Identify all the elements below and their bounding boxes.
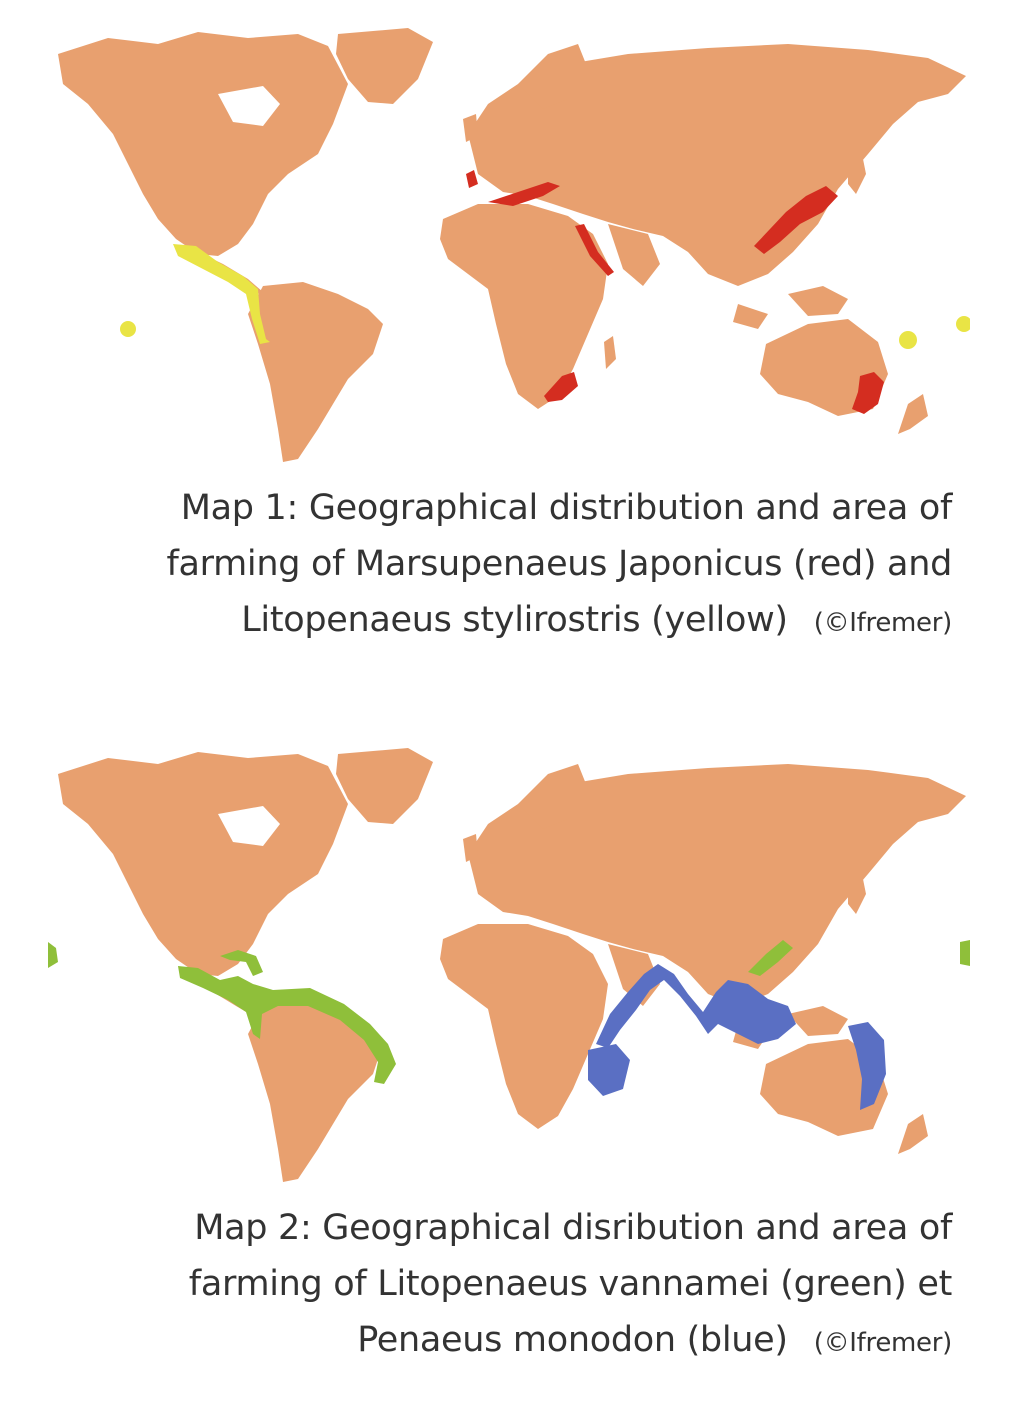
yellow-area-pacific-americas	[173, 244, 270, 344]
yellow-area-hawaii	[120, 321, 136, 337]
yellow-distribution-areas	[120, 244, 970, 349]
red-area-east-asia	[754, 186, 838, 254]
red-area-iberia	[466, 170, 478, 188]
map-2-caption-line-2: farming of Litopenaeus vannamei (green) …	[188, 1264, 953, 1304]
map-2-credit: (©Ifremer)	[813, 1328, 953, 1358]
green-area-americas	[178, 966, 396, 1084]
red-area-red-sea	[575, 224, 614, 276]
map-1-caption: Map 1: Geographical distribution and are…	[72, 480, 952, 651]
map-2-caption-line-3-text: Penaeus monodon (blue)	[357, 1320, 788, 1360]
green-area-pacific-east-edge	[960, 940, 970, 966]
blue-area-mozambique	[588, 1044, 630, 1096]
map-1-caption-line-3-text: Litopenaeus stylirostris (yellow)	[241, 600, 788, 640]
red-area-east-australia	[852, 372, 884, 414]
yellow-area-polynesia	[956, 316, 970, 332]
green-area-gulf-of-mexico	[220, 950, 263, 976]
world-map-1	[48, 24, 970, 464]
green-area-south-china	[748, 940, 793, 976]
world-map-2-svg	[48, 748, 970, 1182]
continents-map-2	[58, 748, 966, 1182]
map-2-caption-line-1: Map 2: Geographical disribution and area…	[194, 1208, 952, 1248]
red-area-mediterranean	[488, 182, 560, 206]
map-1-credit: (©Ifremer)	[813, 608, 953, 638]
red-distribution-areas	[466, 170, 884, 414]
map-2-caption: Map 2: Geographical disribution and area…	[72, 1200, 953, 1371]
yellow-area-new-caledonia	[899, 331, 917, 349]
blue-area-indian-ocean-coasts	[596, 964, 796, 1048]
map-1-caption-line-1: Map 1: Geographical distribution and are…	[180, 488, 953, 528]
map-1-caption-line-2: farming of Marsupenaeus Japonicus (red) …	[166, 544, 952, 584]
continents-map-1	[58, 28, 966, 462]
red-area-south-africa	[544, 372, 578, 402]
map-1-caption-line-3: Litopenaeus stylirostris (yellow) (©Ifrem…	[72, 592, 952, 651]
map-2-caption-line-3: Penaeus monodon (blue) (©Ifremer)	[72, 1312, 952, 1371]
blue-distribution-areas	[588, 964, 886, 1110]
blue-area-east-australia	[848, 1022, 886, 1110]
green-distribution-areas	[48, 940, 970, 1084]
world-map-1-svg	[58, 28, 970, 462]
world-map-2	[48, 744, 970, 1184]
green-area-pacific-west-edge	[48, 942, 58, 968]
